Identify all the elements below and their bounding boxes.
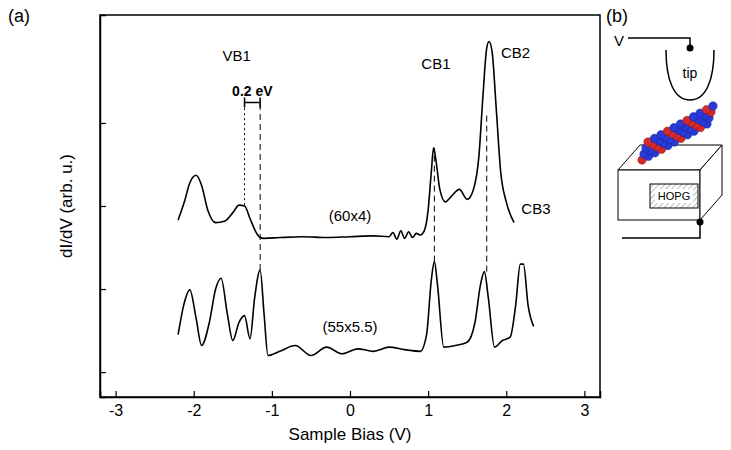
x-tick-mark [428,391,429,397]
x-tick-mark [272,391,273,397]
x-tick-label: 1 [424,402,433,419]
x-tick-mark [350,391,351,397]
panel-label: (b) [606,6,628,26]
y-tick-mark [100,123,106,124]
x-tick-mark [194,391,195,397]
annotation: VB1 [223,47,251,64]
panel-label: (a) [8,6,30,26]
x-axis: -3 -2 -1 0 1 2 3 [101,391,601,419]
y-axis-line [101,16,107,398]
plot-lines [178,42,533,356]
guide-line [434,148,435,262]
y-axis-title: dI/dV (arb. u.) [57,154,76,258]
y-tick-mark [100,372,106,373]
x-axis-title: Sample Bias (V) [289,425,412,444]
x-tick: 0 [346,391,355,419]
x-tick-label: 3 [580,402,589,419]
annotation: CB3 [521,200,550,217]
y-tick [100,123,106,124]
x-tick-label: -1 [265,402,279,419]
hopg-layer [650,184,698,208]
annotation: (55x5.5) [322,318,377,335]
voltage-label: V [614,32,624,49]
guide-line [244,102,245,205]
block-side [700,145,722,220]
annotation: (60x4) [329,207,372,224]
x-tick: -1 [265,391,279,419]
atom [709,102,717,110]
y-tick [100,206,106,207]
figure: -3 -2 -1 0 1 2 3 Sample Bias (V) dI/dV (arb. u.)… [0,0,731,450]
annotation: CB1 [421,55,450,72]
block-front [618,170,700,220]
label-patch [655,189,693,203]
guides [245,102,487,271]
x-tick: -3 [109,391,123,419]
x-tick-mark [584,391,585,397]
y-tick-mark [100,289,106,290]
x-tick-mark [116,391,117,397]
x-tick: -2 [187,391,201,419]
x-tick: 2 [502,391,511,419]
x-tick-label: -3 [109,402,123,419]
schematic: (b) Vtip HOPG [606,6,722,238]
x-tick: 3 [580,391,589,419]
y-tick [100,289,106,290]
x-axis-line [101,391,601,398]
spectrum-line [178,262,533,356]
y-tick [100,372,106,373]
spectrum-line [178,42,514,240]
plot-frame [100,15,600,397]
contact [687,45,694,52]
x-tick-mark [506,391,507,397]
annotation: 0.2 eV [232,83,273,99]
tip-label: tip [683,65,698,81]
x-tick-label: 2 [502,402,511,419]
contact [697,219,704,226]
wire [628,38,690,46]
y-axis [100,16,106,398]
annotation: CB2 [501,44,530,61]
guide-line [486,115,487,272]
x-tick: 1 [424,391,433,419]
wire [622,222,700,238]
substrate-label: HOPG [658,190,690,202]
x-tick-label: 0 [346,402,355,419]
span-bracket [245,97,261,107]
guide-line [260,102,261,270]
tip-outline [666,50,714,100]
x-tick-label: -2 [187,402,201,419]
y-tick-mark [100,206,106,207]
nanorod [638,102,717,164]
